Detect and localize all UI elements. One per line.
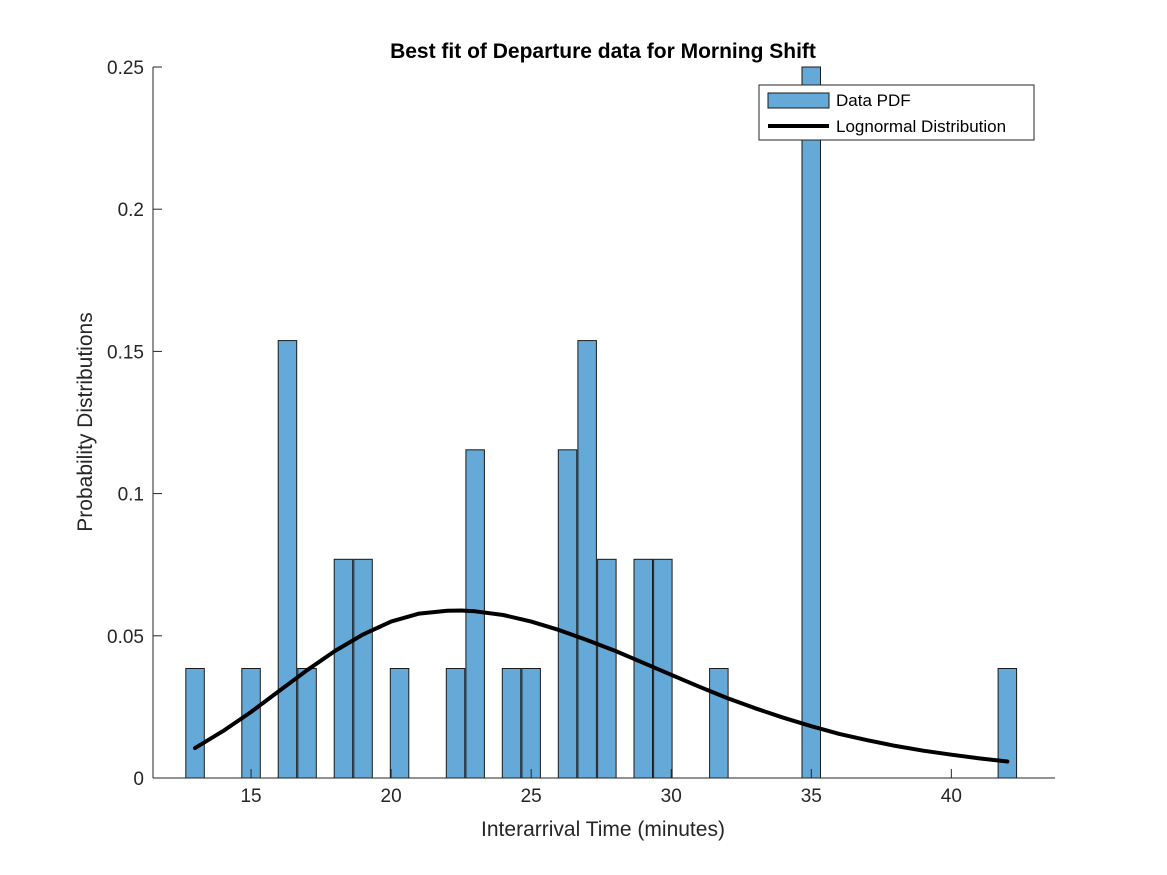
y-tick-label: 0 [133,769,144,790]
y-axis-label: Probability Distributions [74,312,97,531]
histogram-bar [185,668,205,779]
y-tick-label: 0.15 [107,342,144,363]
x-axis-label: Interarrival Time (minutes) [481,818,725,841]
y-tick-label: 0.2 [118,200,144,221]
histogram-bar [445,668,466,779]
x-tick-label: 25 [521,786,542,807]
histogram-bar [709,668,729,779]
plot-axes: 15 20 25 30 35 40 0 0.05 0.1 0.15 0.2 0.25 [107,58,1055,807]
histogram-bar [597,558,617,779]
x-tick-label: 15 [240,786,261,807]
y-tick-label: 0.1 [118,485,144,506]
histogram-bar [297,668,317,779]
legend-label-data-pdf: Data PDF [836,91,911,110]
y-tick-label: 0.05 [107,627,144,648]
histogram-bar [521,668,541,779]
histogram-bar [353,558,373,779]
x-tick-label: 40 [941,786,962,807]
histogram-bar [633,558,653,779]
legend-swatch-data-pdf [767,92,830,109]
histogram-bar [557,449,578,779]
y-tick-label: 0.25 [107,58,144,79]
x-tick-label: 30 [661,786,682,807]
lognormal-fit-line [193,608,1010,764]
histogram-bar [241,668,261,779]
legend-label-lognormal: Lognormal Distribution [836,117,1006,136]
histogram-bar [501,668,522,779]
x-tick-label: 20 [381,786,402,807]
histogram-bar [389,668,410,779]
legend: Data PDF Lognormal Distribution [758,84,1035,141]
histogram-bar [577,340,597,779]
histogram-bar [333,558,354,779]
chart-title: Best fit of Departure data for Morning S… [390,40,816,63]
histogram-bar [801,66,821,779]
x-tick-label: 35 [801,786,822,807]
histogram-bar [277,340,298,779]
